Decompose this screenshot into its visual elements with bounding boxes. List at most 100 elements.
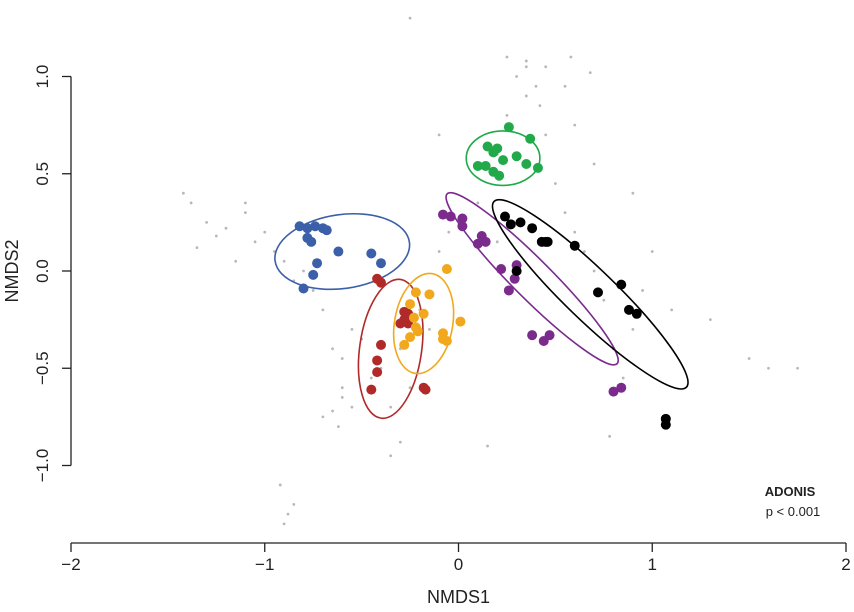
data-point (480, 236, 491, 247)
background-point (234, 259, 238, 263)
data-point (395, 318, 406, 329)
background-point (340, 386, 344, 390)
y-tick-label: 0.0 (33, 259, 52, 283)
background-point (544, 133, 548, 137)
background-point (336, 425, 340, 428)
background-point (631, 191, 635, 195)
data-point (321, 225, 332, 236)
data-point (302, 223, 313, 234)
axes-layer: −2 −1 0 1 2 −1.0 −0.5 0.0 0.5 1.0 (33, 65, 851, 574)
data-point (616, 279, 627, 290)
data-point (631, 308, 642, 319)
background-point (321, 415, 325, 419)
background-point (437, 250, 441, 253)
background-point (670, 308, 674, 312)
data-point (376, 258, 386, 269)
confidence-ellipse (491, 198, 689, 390)
background-point (486, 444, 489, 448)
data-point (503, 122, 514, 133)
background-point (569, 55, 573, 59)
data-point (376, 277, 386, 288)
data-point (418, 308, 429, 319)
data-point (525, 133, 536, 144)
data-point (498, 155, 509, 166)
data-point (532, 162, 543, 173)
confidence-ellipse (392, 272, 455, 375)
background-point (195, 246, 199, 250)
data-point (372, 367, 383, 378)
data-point (527, 223, 538, 234)
background-point (340, 357, 344, 360)
background-point (205, 220, 209, 224)
data-point (445, 211, 456, 222)
data-point (616, 382, 627, 393)
data-point (408, 312, 419, 323)
data-point (542, 236, 553, 247)
data-point (624, 304, 634, 315)
background-point (408, 16, 412, 20)
background-point (641, 289, 644, 292)
background-point (796, 366, 799, 370)
data-point (372, 355, 383, 366)
series-group-3 (392, 264, 466, 375)
y-tick-label: −0.5 (33, 351, 52, 385)
data-point (472, 160, 483, 171)
background-point (631, 327, 635, 331)
background-point (428, 327, 431, 331)
background-point (602, 298, 606, 302)
data-point (412, 326, 423, 337)
x-tick-label: 0 (454, 555, 463, 574)
data-point (527, 330, 538, 341)
background-point (437, 133, 441, 137)
series-group-2 (357, 273, 431, 420)
background-point (189, 201, 193, 205)
data-point (503, 285, 514, 296)
x-tick-label: 2 (841, 555, 850, 574)
background-point (398, 440, 402, 444)
background-point (608, 434, 612, 438)
series-group-6 (491, 198, 689, 430)
background-point (302, 269, 305, 273)
background-point (563, 211, 567, 215)
background-point (592, 162, 596, 166)
background-point (321, 308, 325, 312)
data-point (399, 339, 410, 350)
series-layer (274, 122, 689, 430)
background-point (243, 211, 247, 215)
background-point (515, 75, 519, 78)
background-point (243, 201, 247, 205)
data-point (306, 236, 317, 247)
confidence-ellipse (357, 278, 424, 420)
background-point (447, 230, 451, 234)
background-point (553, 182, 557, 185)
data-point (511, 266, 522, 276)
background-point (573, 230, 577, 234)
data-point (492, 143, 503, 154)
background-point (544, 65, 548, 69)
background-point (350, 327, 354, 331)
data-point (410, 287, 421, 298)
background-point (292, 503, 296, 506)
background-point (650, 250, 654, 253)
background-point (278, 483, 282, 487)
background-point (408, 386, 412, 390)
background-point (524, 59, 528, 63)
background-point (340, 396, 344, 399)
x-tick-label: 1 (648, 555, 657, 574)
data-point (472, 238, 483, 249)
data-point (298, 283, 309, 294)
data-point (376, 339, 386, 350)
data-point (455, 316, 466, 327)
data-point (424, 289, 435, 300)
data-point (457, 221, 468, 232)
y-axis-title: NMDS2 (2, 239, 22, 302)
data-point (538, 336, 549, 347)
data-point (521, 159, 532, 170)
background-point (214, 234, 218, 238)
series-group-4 (465, 122, 543, 187)
data-point (494, 170, 505, 181)
x-tick-label: −2 (61, 555, 80, 574)
data-point (366, 384, 377, 395)
background-point (331, 409, 334, 413)
background-point (253, 240, 257, 244)
